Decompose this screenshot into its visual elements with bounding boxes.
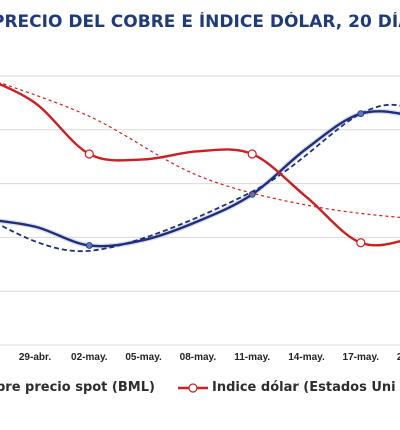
x-tick-label: 17-may. [343, 352, 380, 363]
chart-title: PRECIO DEL COBRE E ÍNDICE DÓLAR, 20 DÍA [0, 12, 400, 36]
series-copper-point [357, 110, 365, 118]
series-copper-trendline [0, 103, 400, 252]
legend-dollar-marker [188, 383, 198, 393]
x-tick-label: 02-may. [71, 352, 108, 363]
x-tick-label: 20-may. [397, 352, 400, 363]
series-dollar-trendline [0, 82, 400, 218]
series-copper-line [0, 110, 400, 248]
series-dollar-point [247, 149, 257, 159]
line-chart: 29-abr. 02-may. 05-may. 08-may. 11-may. 14-ma… [0, 75, 400, 363]
legend: bre precio spot (BML) Indice dólar (Esta… [0, 372, 400, 402]
x-tick-label: 29-abr. [19, 352, 51, 363]
series-copper-point [85, 242, 93, 249]
series-dollar-point [84, 149, 94, 159]
series-dollar-point [356, 238, 366, 248]
series-copper-shadow [0, 108, 400, 249]
x-tick-label: 11-may. [234, 352, 270, 363]
x-tick-label: 05-may. [125, 352, 162, 363]
chart-title-text: PRECIO DEL COBRE E ÍNDICE DÓLAR, 20 DÍA [0, 12, 400, 32]
x-tick-label: 08-may. [180, 352, 217, 363]
legend-dollar-swatch [178, 383, 208, 393]
legend-copper-label: bre precio spot (BML) [0, 380, 155, 395]
x-tick-label: 14-may. [288, 352, 325, 363]
legend-dollar-label: Indice dólar (Estados Uni [212, 380, 396, 395]
